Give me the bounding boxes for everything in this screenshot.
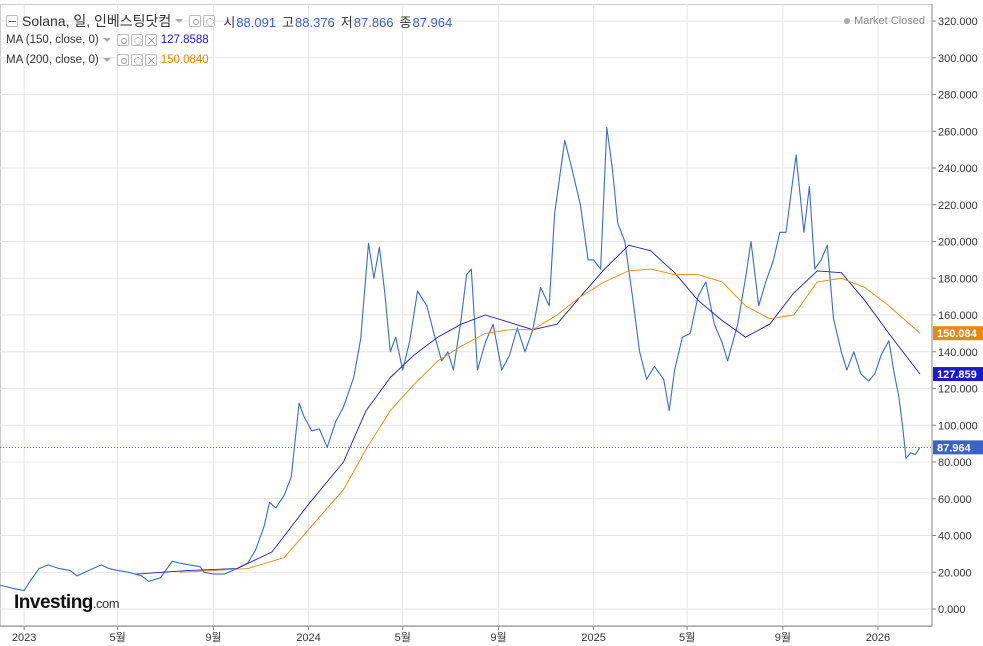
y-tick-label: 60.000 <box>938 494 972 506</box>
ohlc-high: 고88.376 <box>282 14 335 30</box>
indicator-ma200: MA (200, close, 0) 150.0840 <box>6 50 452 70</box>
x-tick-label: 2026 <box>866 632 890 644</box>
y-tick-label: 20.000 <box>938 567 972 579</box>
price-tag-label: 150.084 <box>937 328 978 340</box>
y-tick-label: 180.000 <box>938 273 978 285</box>
chart-legend: Solana, 일, 인베스팅닷컴 시88.091 고88.376 저87.86… <box>6 12 452 70</box>
x-tick-label: 2023 <box>12 632 36 644</box>
y-tick-label: 140.000 <box>938 347 978 359</box>
chevron-down-icon[interactable] <box>175 19 184 23</box>
price-tag-label: 127.859 <box>937 369 977 381</box>
eye-icon[interactable] <box>189 15 202 27</box>
logo-brand: Investing <box>14 592 93 613</box>
investing-logo: Investing.com <box>14 592 120 614</box>
indicator-ma150-value: 127.8588 <box>160 34 209 46</box>
y-tick-label: 40.000 <box>938 531 972 543</box>
price-tag-box <box>933 367 983 382</box>
gear-icon[interactable] <box>130 34 143 46</box>
close-icon[interactable] <box>144 54 157 66</box>
series-ma200-line <box>179 268 921 573</box>
gear-icon[interactable] <box>203 15 216 27</box>
y-tick-label: 260.000 <box>938 126 978 138</box>
y-tick-label: 220.000 <box>938 200 978 212</box>
close-icon[interactable] <box>144 34 157 46</box>
y-tick-label: 120.000 <box>938 384 978 396</box>
eye-icon[interactable] <box>116 34 129 46</box>
market-status: Market Closed <box>844 15 925 27</box>
y-tick-label: 300.000 <box>938 53 978 65</box>
indicator-ma200-value: 150.0840 <box>160 54 209 66</box>
y-tick-label: 200.000 <box>938 237 978 249</box>
logo-suffix: .com <box>92 596 120 611</box>
indicator-ma150-label[interactable]: MA (150, close, 0) <box>6 34 99 46</box>
ohlc-open: 시88.091 <box>223 14 277 30</box>
series-ma150-line <box>136 244 921 575</box>
gear-icon[interactable] <box>130 54 143 66</box>
price-tag-box <box>933 326 983 341</box>
x-tick-label: 5월 <box>395 631 411 644</box>
price-tag-box <box>933 440 983 455</box>
market-status-label: Market Closed <box>854 15 925 27</box>
ohlc-close: 종87.964 <box>399 14 453 30</box>
x-tick-label: 5월 <box>110 631 126 644</box>
symbol-row: Solana, 일, 인베스팅닷컴 시88.091 고88.376 저87.86… <box>6 12 452 30</box>
x-tick-label: 9월 <box>490 631 506 644</box>
y-tick-label: 320.000 <box>938 16 978 28</box>
y-tick-label: 280.000 <box>938 90 978 102</box>
y-tick-label: 240.000 <box>938 163 978 175</box>
indicator-ma150: MA (150, close, 0) 127.8588 <box>6 30 452 50</box>
chevron-down-icon[interactable] <box>102 38 111 42</box>
eye-icon[interactable] <box>116 54 129 66</box>
indicator-ma200-label[interactable]: MA (200, close, 0) <box>6 54 99 66</box>
x-tick-label: 9월 <box>205 631 221 644</box>
x-tick-label: 2025 <box>581 632 605 644</box>
status-dot-icon <box>844 18 851 24</box>
y-tick-label: 0.000 <box>938 604 966 616</box>
y-tick-label: 80.000 <box>938 457 972 469</box>
x-tick-label: 2024 <box>296 632 320 644</box>
ohlc-low: 저87.866 <box>340 14 394 30</box>
collapse-icon[interactable] <box>6 15 18 27</box>
chevron-down-icon[interactable] <box>102 58 111 62</box>
y-tick-label: 160.000 <box>938 310 978 322</box>
x-tick-label: 9월 <box>775 631 791 644</box>
symbol-title[interactable]: Solana, 일, 인베스팅닷컴 <box>22 13 172 29</box>
x-tick-label: 5월 <box>679 631 695 644</box>
price-tag-label: 87.964 <box>937 442 972 454</box>
y-tick-label: 100.000 <box>938 420 978 432</box>
